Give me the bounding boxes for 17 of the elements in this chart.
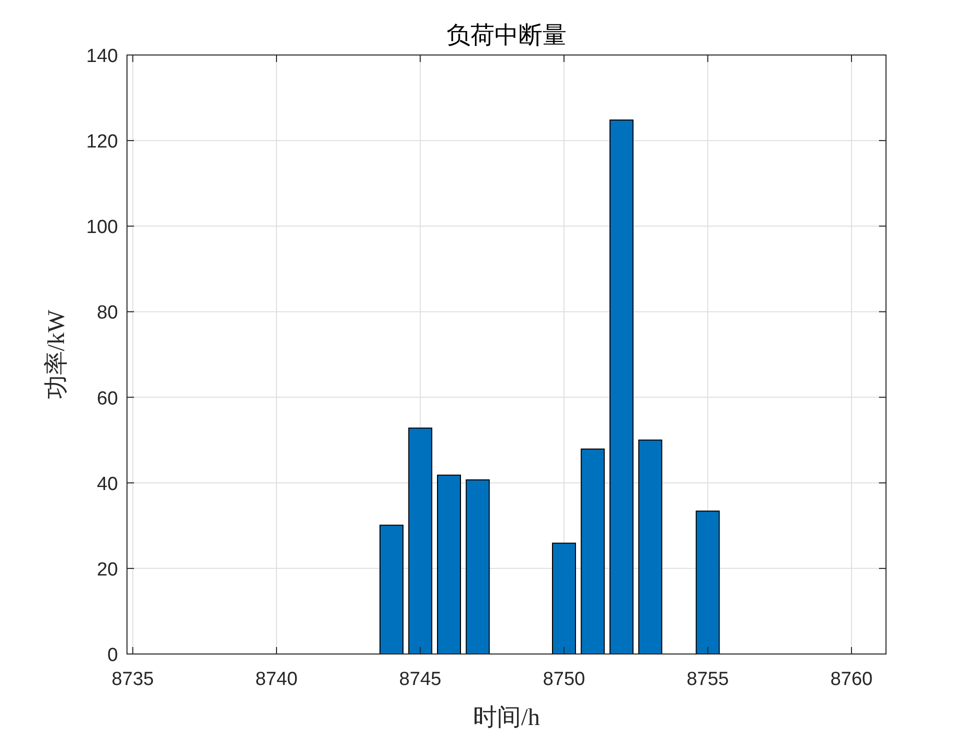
y-tick-label: 100 xyxy=(86,217,118,238)
y-tick-label: 80 xyxy=(96,302,118,324)
y-tick-label: 120 xyxy=(86,132,118,153)
x-tick-label: 8750 xyxy=(542,669,586,690)
x-tick-label: 8755 xyxy=(686,669,729,690)
x-tick-label: 8745 xyxy=(399,669,442,690)
y-tick-label: 20 xyxy=(96,559,118,580)
x-tick-label: 8740 xyxy=(255,669,298,690)
x-axis-title: 时间/h xyxy=(473,705,540,731)
chart-title: 负荷中断量 xyxy=(446,23,566,49)
y-tick-label: 140 xyxy=(86,46,118,67)
y-axis-title: 功率/kW xyxy=(43,309,70,400)
y-tick-label: 60 xyxy=(96,388,118,410)
y-tick-label: 40 xyxy=(96,474,118,495)
x-tick-label: 8735 xyxy=(112,669,154,690)
y-tick-label: 0 xyxy=(107,645,118,666)
x-tick-label: 8760 xyxy=(830,669,873,690)
